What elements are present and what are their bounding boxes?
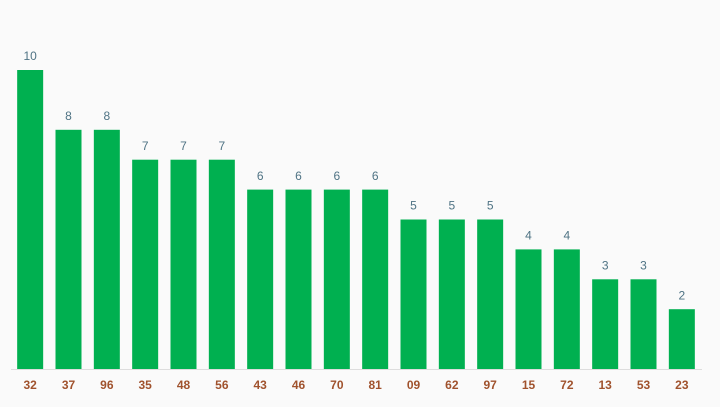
- x-tick-label: 43: [253, 378, 267, 392]
- bar: [55, 129, 82, 369]
- value-label: 2: [678, 288, 685, 302]
- value-label: 10: [23, 49, 37, 63]
- x-tick-label: 53: [637, 378, 651, 392]
- bar: [208, 159, 235, 369]
- bar: [132, 159, 159, 369]
- x-tick-label: 62: [445, 378, 459, 392]
- value-label: 5: [487, 199, 494, 213]
- bar: [477, 219, 504, 369]
- x-tick-label: 70: [330, 378, 344, 392]
- value-label: 5: [410, 199, 417, 213]
- value-label: 6: [295, 169, 302, 183]
- bar: [668, 309, 695, 369]
- value-label: 7: [180, 139, 187, 153]
- x-tick-label: 09: [407, 378, 421, 392]
- x-tick-label: 48: [177, 378, 191, 392]
- x-tick-label: 97: [483, 378, 497, 392]
- bar: [630, 279, 657, 369]
- bar: [170, 159, 197, 369]
- value-label: 3: [602, 258, 609, 272]
- bar: [592, 279, 619, 369]
- value-label: 5: [448, 199, 455, 213]
- x-tick-label: 23: [675, 378, 689, 392]
- x-tick-label: 15: [522, 378, 536, 392]
- x-tick-label: 96: [100, 378, 114, 392]
- value-label: 8: [103, 109, 110, 123]
- x-tick-label: 56: [215, 378, 229, 392]
- bar: [438, 219, 465, 369]
- x-tick-label: 13: [598, 378, 612, 392]
- bar: [247, 189, 274, 369]
- value-label: 3: [640, 258, 647, 272]
- value-label: 6: [372, 169, 379, 183]
- bar: [400, 219, 427, 369]
- value-label: 4: [563, 229, 570, 243]
- bar: [93, 129, 120, 369]
- x-tick-label: 72: [560, 378, 574, 392]
- value-label: 4: [525, 229, 532, 243]
- x-tick-label: 46: [292, 378, 306, 392]
- x-tick-label: 32: [23, 378, 37, 392]
- bar: [515, 249, 542, 369]
- bar: [553, 249, 580, 369]
- value-label: 8: [65, 109, 72, 123]
- x-tick-label: 81: [368, 378, 382, 392]
- x-tick-label: 37: [62, 378, 76, 392]
- value-label: 6: [257, 169, 264, 183]
- bar: [285, 189, 312, 369]
- value-label: 7: [218, 139, 225, 153]
- value-label: 6: [333, 169, 340, 183]
- bar: [17, 70, 44, 369]
- bar: [323, 189, 350, 369]
- value-label: 7: [142, 139, 149, 153]
- x-tick-label: 35: [138, 378, 152, 392]
- bar: [362, 189, 389, 369]
